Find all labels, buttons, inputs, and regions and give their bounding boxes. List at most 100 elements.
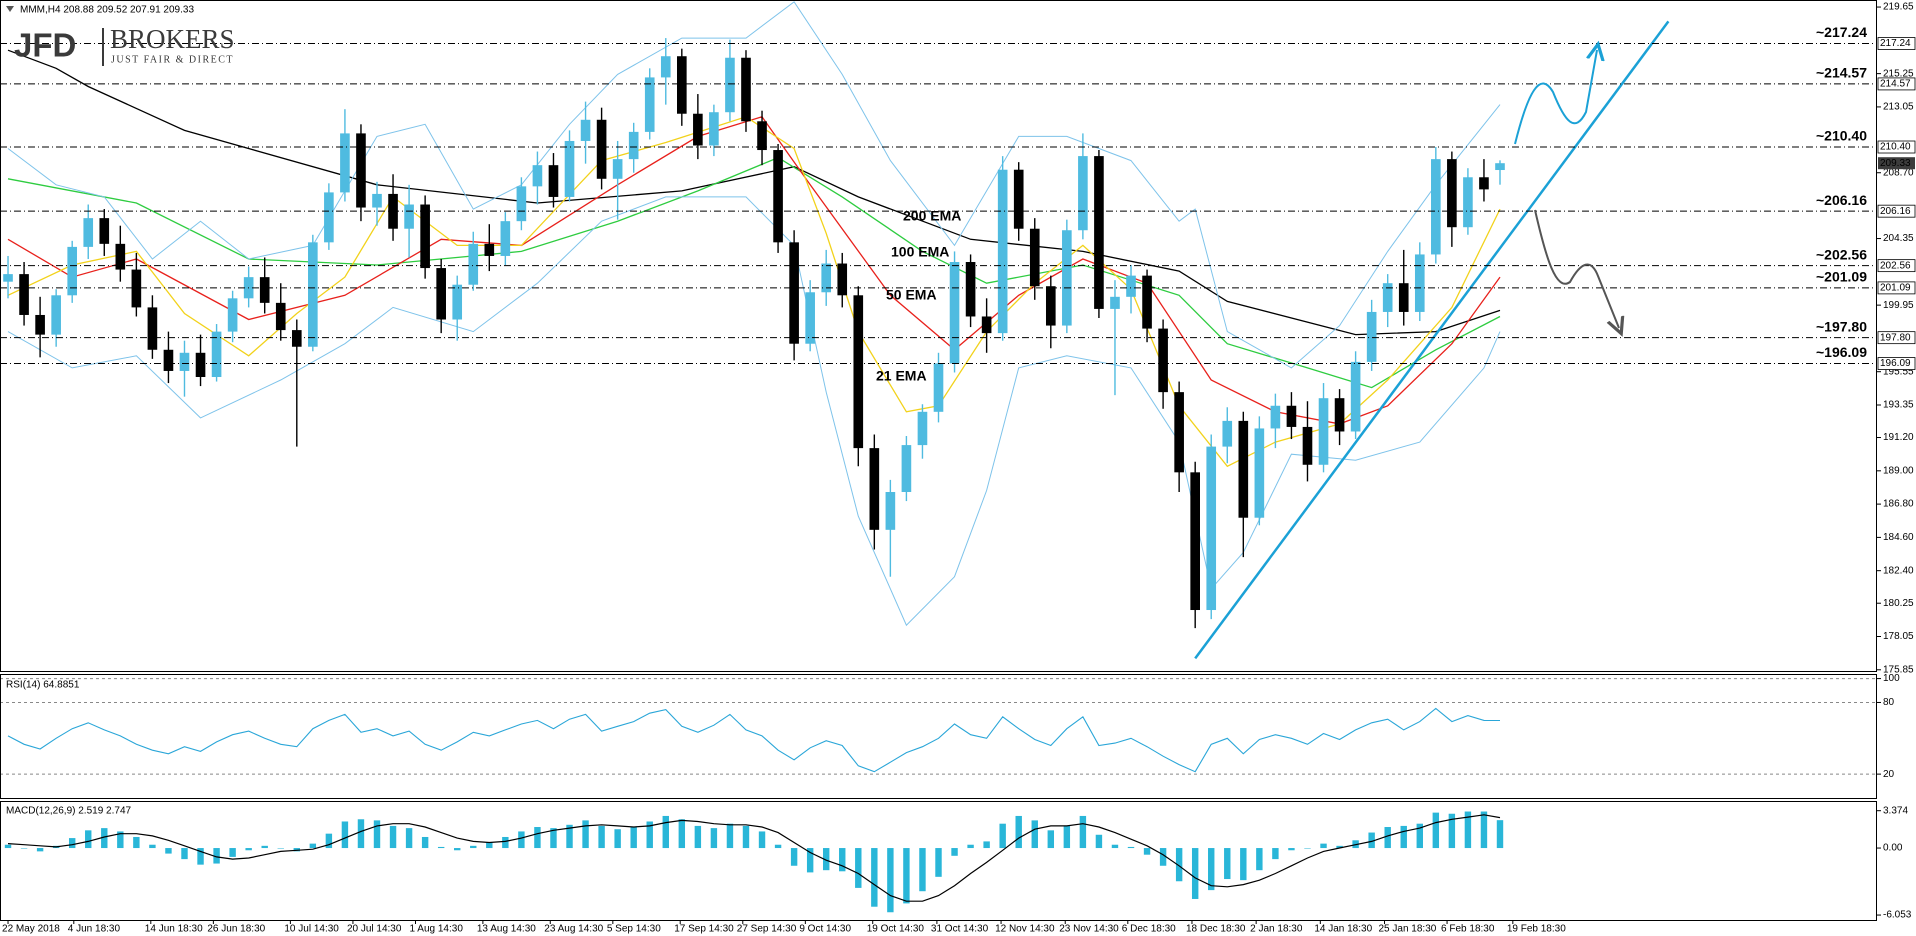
rsi-title: RSI(14) 64.8851 [6,680,80,691]
macd-bar [1320,843,1327,849]
candle-body [1174,392,1184,473]
macd-bar [1480,811,1488,849]
candle-body [805,292,815,344]
candle-body [1350,361,1361,432]
macd-bar [1336,845,1343,849]
macd-bar [1304,848,1311,849]
candle-body [677,56,687,114]
trendline [1194,20,1670,660]
macd-bar [486,842,493,849]
price-pane: 219.65 215.25 213.05 208.70 204.35 199.95 195.… [0,1,1916,675]
macd-bar [4,844,12,849]
macd-pane: 3.374 0.00 -6.053 22 May 2018 4 Jun 18:30 14 … [2,805,1912,934]
candle-body [1078,156,1088,231]
macd-bar [1464,811,1472,849]
macd-bar [694,825,702,849]
candle-body [1222,420,1233,447]
candle-body [965,262,976,317]
macd-bar [774,844,782,849]
macd-bar [822,848,830,871]
y-tick-label: 20 [1883,769,1895,780]
x-tick-label: 6 Dec 18:30 [1122,924,1176,935]
candle-body [1286,405,1297,427]
candle-body [1270,405,1281,429]
macd-bar [149,844,156,849]
macd-bar [309,843,317,849]
x-tick-label: 13 Aug 14:30 [477,924,536,935]
macd-bar [790,848,798,866]
candle-body [981,316,992,334]
macd-bar [967,844,974,849]
candle-body [548,165,559,197]
candle-body [741,57,751,122]
macd-bar [1063,825,1071,849]
candle-body [660,56,671,78]
logo-tagline: JUST FAIR & DIRECT [111,54,234,65]
line [7,707,1501,773]
x-tick-label: 20 Jul 14:30 [347,924,402,935]
level-box [1877,204,1916,218]
candle-body [1414,254,1425,312]
macd-bar [1143,848,1151,855]
candle-body [949,262,960,364]
frame [0,0,1877,921]
macd-bar [1111,844,1119,849]
line [7,49,1501,336]
x-tick-label: 17 Sep 14:30 [674,924,734,935]
bullish-scenario-arrow [1514,50,1597,145]
macd-bar [1079,815,1087,849]
candle-body [612,159,623,179]
x-tick-label: 19 Oct 14:30 [867,924,925,935]
macd-bar [1240,848,1247,881]
macd-bar [534,827,541,849]
macd-bar [437,846,445,849]
candle-body [628,131,639,160]
candle-body [901,445,912,493]
level-callout: ~197.80 [1816,318,1867,334]
macd-bar [1448,813,1456,849]
candle-body [564,140,575,197]
candle-body [789,242,799,344]
last-price-box [1878,157,1915,170]
candle-body [1045,286,1056,326]
macd-bar [1191,848,1199,899]
level-callout: ~206.16 [1816,192,1867,208]
level-box-label: 202.56 [1880,260,1911,271]
y-tick-label: 199.95 [1883,300,1914,311]
candle-body [1302,426,1313,465]
macd-bar [806,848,814,873]
x-tick-label: 23 Aug 14:30 [544,924,603,935]
macd-bar [1288,848,1295,851]
candle-body [1029,228,1040,287]
macd-bar [165,848,172,854]
ema-label: 200 EMA [903,208,961,224]
macd-bar [1272,848,1279,860]
candle-body [1158,328,1168,393]
y-tick-label: 215.25 [1883,68,1914,79]
macd-bar [566,824,573,849]
macd-bar [213,848,220,864]
macd-bar [20,848,28,849]
ema-label: 21 EMA [876,368,927,384]
level-box-label: 201.09 [1880,283,1911,294]
candle-body [67,246,78,296]
candle-body [709,112,719,146]
macd-bar [1015,815,1022,849]
candle-body [211,331,222,378]
candle-body [179,352,190,371]
macd-bar [341,821,349,849]
macd-bar [1224,848,1231,880]
macd-bar [421,836,429,849]
level-box-label: 210.40 [1880,142,1911,153]
macd-bar [197,848,204,865]
y-tick-label: 80 [1883,697,1895,708]
symbol-header: MMM,H4 208.88 209.52 207.91 209.33 [20,5,194,16]
candle-body [1190,472,1200,611]
candle-body [420,204,430,269]
macd-bar [935,848,942,877]
candle-body [115,243,126,270]
menu-triangle [6,6,14,12]
y-tick-label: 193.35 [1883,400,1914,411]
macd-bar [1432,812,1440,849]
